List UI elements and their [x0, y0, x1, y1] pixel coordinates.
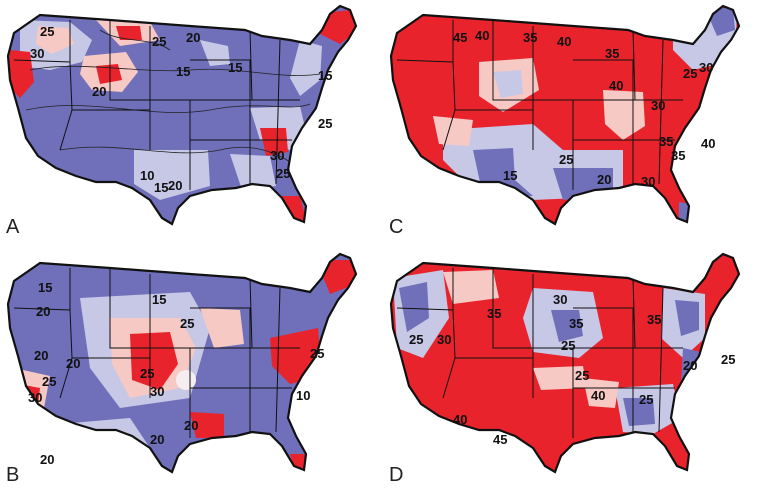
isoline-label: 35	[569, 316, 583, 331]
isoline-label: 15	[152, 292, 166, 307]
state-borders-d	[396, 268, 683, 438]
isoline-label: 20	[150, 432, 164, 447]
isoline-label: 20	[597, 172, 611, 187]
isoline-label: 25	[140, 366, 154, 381]
isolines-a	[25, 29, 321, 171]
isoline-label: 20	[66, 356, 80, 371]
isoline-label: 25	[639, 392, 653, 407]
us-outline-d	[389, 252, 741, 474]
isoline-label: 20	[36, 304, 50, 319]
isoline-label: 30	[30, 46, 44, 61]
isoline-label: 30	[270, 148, 284, 163]
isoline-label: 20	[40, 452, 54, 467]
isoline-label: 45	[493, 432, 507, 447]
isoline-label: 15	[154, 180, 168, 195]
map-panel-d: 25 30 35 30 35 25 35 45 40 40 25 25 25 20 D	[383, 248, 765, 496]
isoline-label: 25	[721, 352, 735, 367]
us-outline-a	[6, 4, 358, 226]
isoline-label: 25	[180, 316, 194, 331]
isoline-label: 25	[276, 166, 290, 181]
isoline-label: 25	[318, 116, 332, 131]
isoline-label: 35	[659, 134, 673, 149]
map-panel-a: 25 30 25 20 15 15 15 20 25 10 15 20 25 30 A	[0, 0, 382, 248]
isoline-label: 40	[591, 388, 605, 403]
map-panel-b: 15 20 15 25 20 20 25 30 25 30 20 20 10 20 25 B	[0, 248, 382, 496]
us-outline-c	[389, 4, 741, 226]
isoline-label: 30	[28, 390, 42, 405]
isoline-label: 25	[559, 152, 573, 167]
isoline-label: 25	[310, 346, 324, 361]
state-borders-b	[13, 268, 300, 438]
isoline-label: 30	[651, 98, 665, 113]
isoline-label: 45	[453, 30, 467, 45]
isoline-label: 35	[605, 46, 619, 61]
isoline-label: 40	[475, 28, 489, 43]
state-borders-a	[13, 20, 300, 190]
contour-fill-d	[391, 254, 739, 472]
isoline-label: 20	[683, 358, 697, 373]
isoline-label: 40	[701, 136, 715, 151]
contour-fill-c	[391, 6, 739, 224]
isoline-label: 25	[683, 66, 697, 81]
panel-letter-d: D	[389, 464, 404, 486]
isoline-label: 25	[152, 34, 166, 49]
contour-fill-b	[8, 254, 356, 472]
isoline-label: 25	[409, 332, 423, 347]
isoline-label: 20	[184, 418, 198, 433]
isoline-label: 30	[150, 384, 164, 399]
isoline-label: 15	[176, 64, 190, 79]
isoline-label: 35	[523, 30, 537, 45]
isoline-label: 15	[318, 68, 332, 83]
panel-letter-a: A	[6, 216, 20, 238]
isoline-label: 35	[671, 148, 685, 163]
state-borders-c	[396, 20, 683, 190]
isoline-label: 35	[647, 312, 661, 327]
isoline-label: 25	[575, 368, 589, 383]
isoline-label: 40	[557, 34, 571, 49]
isoline-label: 25	[40, 24, 54, 39]
panel-letter-b: B	[6, 464, 20, 486]
isoline-label: 20	[34, 348, 48, 363]
isoline-label: 15	[503, 168, 517, 183]
isoline-label: 15	[228, 60, 242, 75]
isoline-label: 40	[453, 412, 467, 427]
isoline-label: 25	[561, 338, 575, 353]
isoline-label: 30	[553, 292, 567, 307]
isoline-label: 40	[609, 78, 623, 93]
isoline-label: 15	[38, 280, 52, 295]
isoline-label: 20	[186, 30, 200, 45]
isoline-label: 25	[42, 374, 56, 389]
isoline-label: 30	[641, 174, 655, 189]
isoline-label: 20	[92, 84, 106, 99]
isoline-label: 30	[437, 332, 451, 347]
isoline-label: 35	[487, 306, 501, 321]
isoline-label: 10	[140, 168, 154, 183]
us-outline-b	[6, 252, 358, 474]
isoline-label: 30	[699, 60, 713, 75]
panel-letter-c: C	[389, 216, 404, 238]
isoline-label: 10	[296, 388, 310, 403]
isoline-label: 20	[168, 178, 182, 193]
map-panel-c: 45 40 35 40 35 40 30 25 30 25 15 20 35 40 35 30 C	[383, 0, 765, 248]
